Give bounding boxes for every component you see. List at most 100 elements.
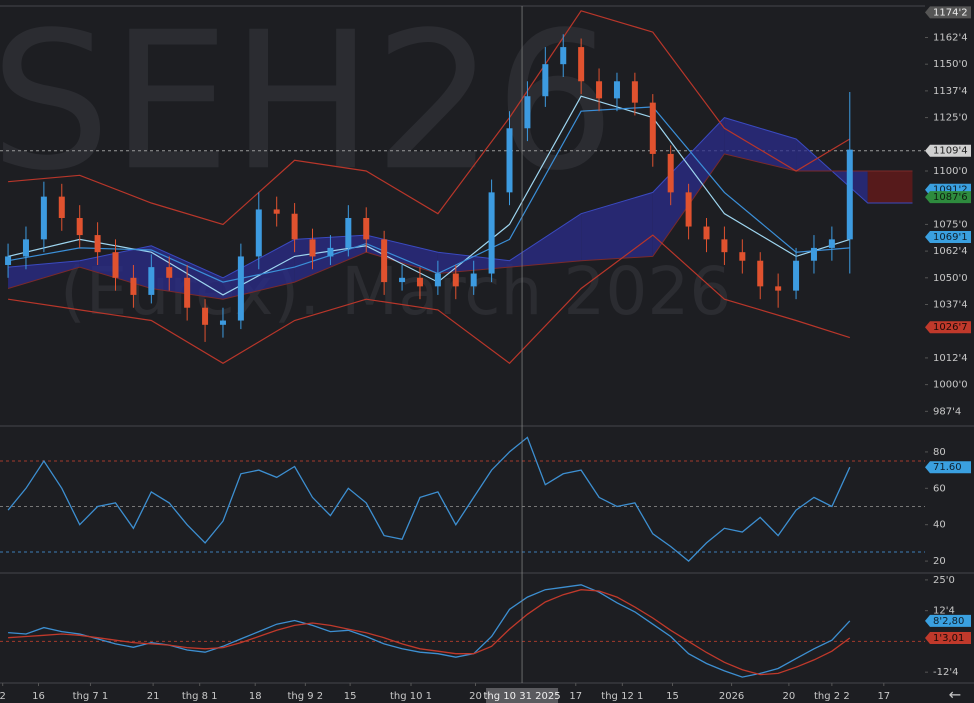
candle-body bbox=[219, 320, 226, 325]
cloud-segment bbox=[724, 117, 797, 171]
price-badge-label: 71.60 bbox=[933, 462, 962, 473]
candle-body bbox=[631, 81, 638, 103]
x-tick-label: 2026 bbox=[719, 691, 744, 702]
candle-body bbox=[596, 81, 603, 99]
candle-body bbox=[130, 277, 137, 295]
y-tick-label: 60 bbox=[933, 483, 946, 494]
candle-body bbox=[793, 260, 800, 291]
x-tick-label: thg 9 2 bbox=[287, 691, 323, 702]
x-tick-label: 16 bbox=[32, 691, 45, 702]
candle-body bbox=[22, 239, 29, 257]
candle-body bbox=[416, 277, 423, 287]
candle-body bbox=[721, 239, 728, 253]
candle-body bbox=[434, 273, 441, 287]
price-badge bbox=[925, 191, 971, 204]
candle-body bbox=[381, 239, 388, 283]
candle-body bbox=[363, 217, 370, 240]
candle-body bbox=[184, 277, 191, 308]
price-badge bbox=[925, 230, 971, 243]
x-tick-label: 20 bbox=[469, 691, 482, 702]
overlay-line bbox=[8, 10, 851, 226]
candle-body bbox=[112, 252, 119, 278]
price-badge-label: 1'3,01 bbox=[933, 633, 964, 644]
price-badge-label: 8'2,80 bbox=[933, 616, 964, 627]
candle-body bbox=[649, 102, 656, 154]
y-tick-label: 1125'0 bbox=[933, 113, 968, 124]
y-tick-label: 25'0 bbox=[933, 575, 955, 586]
candle-body bbox=[685, 192, 692, 227]
y-tick-label: 1150'0 bbox=[933, 59, 968, 70]
price-badge bbox=[925, 461, 971, 474]
x-tick-label: 15 bbox=[344, 691, 357, 702]
price-badge bbox=[925, 6, 971, 19]
candle-body bbox=[524, 96, 531, 129]
x-tick-label: 17 bbox=[569, 691, 582, 702]
candle-body bbox=[202, 307, 209, 325]
y-tick-label: 1050'0 bbox=[933, 273, 968, 284]
candle-body bbox=[273, 209, 280, 214]
price-badge-label: 1087'6 bbox=[933, 192, 968, 203]
crosshair-label-bg bbox=[486, 688, 559, 703]
candle-body bbox=[703, 226, 710, 240]
y-tick-label: 1162'4 bbox=[933, 32, 968, 43]
x-tick-label: thg 12 1 bbox=[601, 691, 643, 702]
candle-body bbox=[488, 192, 495, 274]
x-tick-label: thg 7 1 bbox=[73, 691, 109, 702]
cloud-segment bbox=[509, 213, 582, 268]
y-tick-label: 1100'0 bbox=[933, 166, 968, 177]
candle-body bbox=[399, 277, 406, 283]
candle-body bbox=[94, 235, 101, 253]
candle-body bbox=[739, 252, 746, 261]
candle-body bbox=[667, 153, 674, 193]
y-tick-label: 1037'4 bbox=[933, 300, 968, 311]
candle-body bbox=[76, 217, 83, 236]
overlay-line bbox=[8, 234, 850, 365]
x-tick-label: thg 2 2 bbox=[814, 691, 850, 702]
crosshair-label: thg 10 31 2025 bbox=[484, 691, 561, 702]
candle-body bbox=[560, 47, 567, 65]
y-tick-label: 1075'0 bbox=[933, 219, 968, 230]
price-badge bbox=[925, 321, 971, 334]
candle-body bbox=[345, 217, 352, 248]
series-line bbox=[8, 589, 851, 676]
x-tick-label: 20 bbox=[783, 691, 796, 702]
back-button[interactable]: ← bbox=[949, 686, 962, 703]
candle-body bbox=[775, 286, 782, 291]
x-tick-label: thg 8 1 bbox=[182, 691, 218, 702]
price-badge-label: 1174'2 bbox=[933, 7, 968, 18]
price-badge-label: 1026'7 bbox=[933, 322, 968, 333]
candle-body bbox=[452, 273, 459, 287]
y-tick-label: 80 bbox=[933, 447, 946, 458]
candle-body bbox=[291, 213, 298, 240]
price-badge-label: 1069'1 bbox=[933, 232, 968, 243]
y-tick-label: 1062'4 bbox=[933, 246, 968, 257]
candle-body bbox=[255, 209, 262, 257]
y-tick-label: 20 bbox=[933, 556, 946, 567]
series-line bbox=[7, 436, 851, 562]
candle-body bbox=[40, 196, 47, 240]
x-tick-label: 18 bbox=[249, 691, 262, 702]
y-tick-label: 40 bbox=[933, 520, 946, 531]
y-tick-label: 1000'0 bbox=[933, 380, 968, 391]
y-tick-label: 12'4 bbox=[933, 606, 955, 617]
candle-body bbox=[5, 256, 12, 265]
candle-body bbox=[613, 81, 620, 99]
candle-body bbox=[757, 260, 764, 287]
price-badge bbox=[925, 144, 971, 157]
x-tick-label: 17 bbox=[877, 691, 890, 702]
price-badge-label: 1109'4 bbox=[933, 146, 968, 157]
price-badge bbox=[925, 614, 971, 627]
cloud-segment bbox=[867, 170, 913, 204]
candle-body bbox=[542, 64, 549, 97]
candle-body bbox=[58, 196, 65, 218]
x-tick-label: 15 bbox=[666, 691, 679, 702]
candle-body bbox=[810, 247, 817, 261]
x-tick-label: 2 bbox=[0, 691, 6, 702]
candle-body bbox=[470, 273, 477, 287]
candle-body bbox=[166, 267, 173, 278]
y-tick-label: -12'4 bbox=[933, 667, 958, 678]
candle-body bbox=[846, 149, 853, 240]
